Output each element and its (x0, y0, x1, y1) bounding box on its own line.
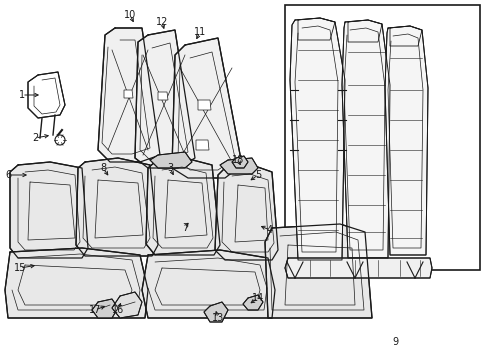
Text: 15: 15 (14, 263, 26, 273)
Polygon shape (158, 92, 168, 100)
Text: 16: 16 (112, 305, 124, 315)
Polygon shape (265, 224, 372, 318)
Text: 2: 2 (32, 133, 38, 143)
Polygon shape (220, 158, 258, 174)
Polygon shape (92, 299, 118, 318)
Polygon shape (172, 38, 242, 178)
Text: 9: 9 (392, 337, 398, 347)
Text: 5: 5 (255, 170, 261, 180)
Polygon shape (215, 165, 278, 260)
Polygon shape (150, 152, 192, 168)
Text: 14: 14 (252, 293, 264, 303)
Text: 17: 17 (89, 305, 101, 315)
Polygon shape (142, 250, 275, 318)
Polygon shape (112, 292, 142, 318)
Polygon shape (28, 72, 65, 118)
Text: 8: 8 (100, 163, 106, 173)
Text: 11: 11 (194, 27, 206, 37)
Polygon shape (285, 258, 432, 278)
Text: 1: 1 (19, 90, 25, 100)
Polygon shape (146, 158, 220, 255)
Bar (285, 5, 480, 270)
Text: 3: 3 (167, 163, 173, 173)
Polygon shape (342, 20, 390, 258)
Polygon shape (135, 30, 195, 168)
Polygon shape (196, 140, 209, 150)
Polygon shape (5, 248, 148, 318)
Polygon shape (76, 158, 158, 256)
Text: 18: 18 (232, 155, 244, 165)
Text: 6: 6 (5, 170, 11, 180)
Text: 4: 4 (267, 225, 273, 235)
Text: 12: 12 (156, 17, 168, 27)
Polygon shape (385, 26, 428, 255)
Text: 10: 10 (124, 10, 136, 20)
Polygon shape (98, 28, 160, 162)
Polygon shape (290, 18, 345, 260)
Text: 7: 7 (182, 223, 188, 233)
Polygon shape (10, 162, 88, 258)
Polygon shape (243, 295, 263, 310)
Polygon shape (124, 90, 133, 98)
Polygon shape (198, 100, 211, 110)
Polygon shape (204, 302, 228, 322)
Polygon shape (232, 156, 248, 168)
Text: 13: 13 (212, 313, 224, 323)
Circle shape (55, 135, 65, 145)
